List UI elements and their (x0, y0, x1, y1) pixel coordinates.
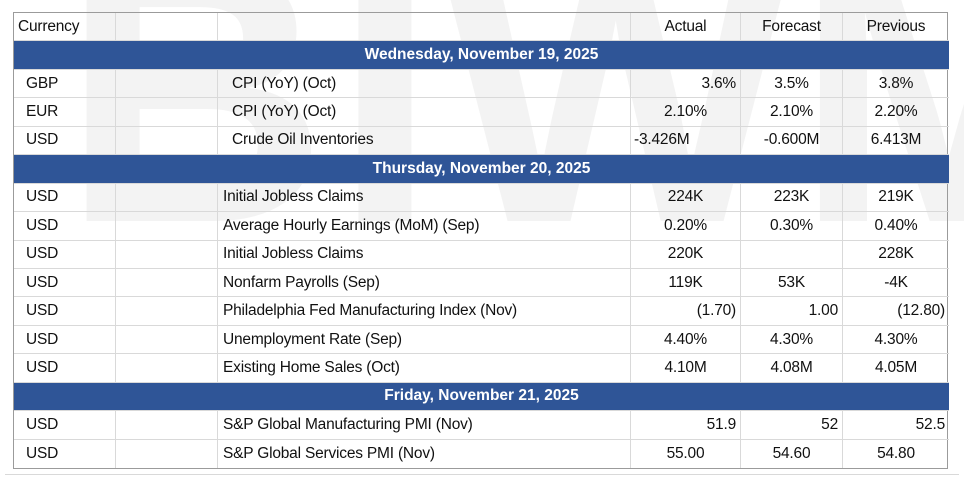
event-cell: Initial Jobless Claims (218, 183, 631, 213)
date-banner-friday: Friday, November 21, 2025 (14, 382, 949, 412)
actual-cell: (1.70) (631, 297, 741, 326)
time-cell (116, 297, 218, 326)
currency-cell: USD (14, 297, 116, 326)
previous-cell: 228K (843, 241, 949, 269)
forecast-cell: 2.10% (741, 98, 843, 127)
currency-cell: USD (14, 325, 116, 355)
actual-cell: 4.10M (631, 354, 741, 383)
actual-cell: -3.426M (631, 126, 741, 156)
divider (5, 474, 959, 475)
previous-cell: 4.30% (843, 326, 949, 355)
actual-cell: 2.10% (631, 98, 741, 127)
actual-cell: 51.9 (631, 411, 741, 440)
column-header-event (218, 13, 631, 42)
date-banner-wednesday: Wednesday, November 19, 2025 (14, 41, 949, 70)
forecast-cell: -0.600M (741, 126, 843, 156)
forecast-cell: 1.00 (741, 297, 843, 326)
event-cell: Unemployment Rate (Sep) (218, 325, 631, 355)
forecast-cell (741, 240, 843, 269)
time-cell (116, 354, 218, 383)
forecast-cell: 223K (741, 183, 843, 213)
forecast-cell: 4.30% (741, 325, 843, 355)
column-header-time (116, 13, 218, 42)
currency-cell: USD (14, 240, 116, 269)
column-header-currency: Currency (14, 13, 116, 42)
previous-cell: (12.80) (843, 297, 949, 326)
previous-cell: 54.80 (877, 444, 915, 462)
previous-cell: 3.8% (843, 70, 949, 99)
time-cell (116, 212, 218, 241)
event-cell: S&P Global Services PMI (Nov) (218, 439, 631, 468)
time-cell (116, 268, 218, 298)
actual-cell: 4.40% (631, 325, 741, 355)
actual-cell: 224K (631, 183, 741, 213)
time-cell (116, 240, 218, 269)
currency-cell: GBP (14, 69, 116, 99)
forecast-cell: 54.60 (741, 439, 843, 468)
event-cell: CPI (YoY) (Oct) (218, 69, 631, 99)
previous-cell: 4.05M (843, 354, 949, 383)
time-cell (116, 69, 218, 99)
event-cell: Crude Oil Inventories (218, 126, 631, 156)
forecast-cell: 53K (741, 268, 843, 298)
forecast-cell: 4.08M (741, 354, 843, 383)
currency-cell: USD (14, 183, 116, 213)
forecast-cell: 0.30% (741, 212, 843, 241)
event-cell: Philadelphia Fed Manufacturing Index (No… (218, 297, 631, 326)
column-header-actual: Actual (631, 13, 741, 42)
event-cell: Existing Home Sales (Oct) (218, 354, 631, 383)
time-cell (116, 98, 218, 127)
previous-cell: 6.413M (843, 127, 949, 156)
currency-cell: USD (14, 354, 116, 383)
event-cell: Initial Jobless Claims (218, 240, 631, 269)
forecast-cell: 52 (741, 411, 843, 440)
currency-cell: USD (14, 268, 116, 298)
currency-cell: USD (14, 439, 116, 468)
currency-cell: EUR (14, 98, 116, 127)
time-cell (116, 439, 218, 468)
currency-cell: USD (14, 126, 116, 156)
event-cell: Nonfarm Payrolls (Sep) (218, 268, 631, 298)
previous-cell: 52.5 (843, 411, 949, 440)
column-header-previous: Previous (843, 13, 949, 42)
actual-cell: 3.6% (631, 69, 741, 99)
economic-calendar-table: Currency Actual Forecast Previous Wednes… (13, 12, 949, 469)
forecast-cell: 3.5% (741, 69, 843, 99)
date-banner-thursday: Thursday, November 20, 2025 (14, 155, 949, 184)
previous-cell: 219K (843, 184, 949, 213)
previous-cell: 2.20% (843, 98, 949, 127)
actual-cell: 0.20% (631, 212, 741, 241)
event-cell: Average Hourly Earnings (MoM) (Sep) (218, 212, 631, 241)
previous-cell: 0.40% (843, 212, 949, 241)
actual-cell: 119K (631, 268, 741, 298)
currency-cell: USD (14, 212, 116, 241)
actual-cell: 55.00 (631, 439, 741, 468)
event-cell: S&P Global Manufacturing PMI (Nov) (218, 411, 631, 440)
time-cell (116, 325, 218, 355)
currency-cell: USD (14, 411, 116, 440)
previous-cell: -4K (843, 269, 949, 298)
column-header-forecast: Forecast (741, 13, 843, 42)
time-cell (116, 126, 218, 156)
actual-cell: 220K (631, 240, 741, 269)
time-cell (116, 183, 218, 213)
event-cell: CPI (YoY) (Oct) (218, 98, 631, 127)
time-cell (116, 411, 218, 440)
